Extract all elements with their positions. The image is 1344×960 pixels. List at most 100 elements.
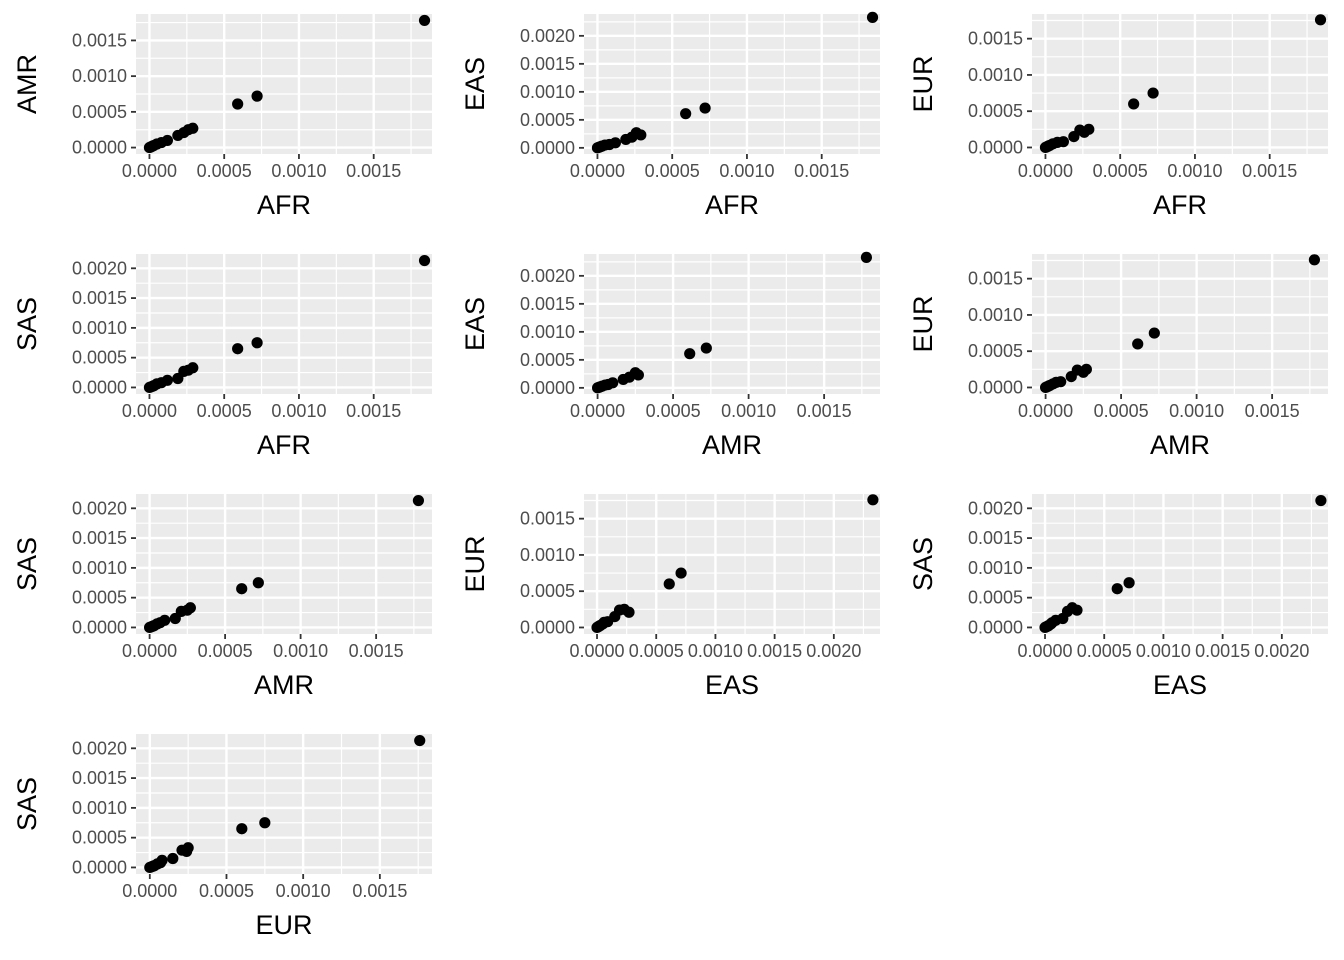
x-tick-label: 0.0005 [629,641,684,661]
y-tick-label: 0.0015 [72,30,127,50]
data-point [167,852,179,865]
x-tick-label: 0.0015 [1195,641,1250,661]
y-tick-label: 0.0010 [72,66,127,86]
x-axis-title: AFR [257,190,311,220]
y-tick-label: 0.0005 [72,102,127,122]
data-point [1066,602,1078,614]
data-point [251,337,263,349]
x-tick-label: 0.0010 [1167,161,1222,181]
y-tick-label: 0.0000 [520,138,575,158]
y-tick-label: 0.0000 [968,137,1023,157]
data-point [1147,87,1159,99]
y-tick-label: 0.0015 [72,528,127,548]
data-point [236,583,248,595]
y-axis-title: SAS [12,297,42,351]
scatter-panel: 0.0000 0.0005 0.0010 0.0015 0.00200.00000.00… [908,494,1328,700]
x-tick-label: 0.0000 [1017,641,1072,661]
y-tick-label: 0.0015 [72,288,127,308]
x-axis-title: AFR [705,190,759,220]
data-point [635,129,647,141]
data-point [1080,363,1092,375]
y-axis-title: EAS [460,297,490,351]
data-point [232,98,244,110]
y-tick-label: 0.0015 [968,29,1023,49]
x-tick-label: 0.0015 [747,641,802,661]
data-point [700,342,712,354]
x-tick-label: 0.0010 [271,161,326,181]
x-axis-title: AMR [1150,430,1210,460]
y-tick-label: 0.0000 [520,378,575,398]
data-point [161,374,173,386]
y-tick-label: 0.0010 [72,558,127,578]
x-axis-title: EAS [705,670,759,700]
y-tick-label: 0.0005 [520,581,575,601]
data-point [159,614,171,626]
y-tick-label: 0.0005 [968,588,1023,608]
data-point [618,603,630,615]
x-tick-label: 0.0000 [122,401,177,421]
y-tick-label: 0.0000 [72,138,127,158]
y-tick-label: 0.0005 [968,341,1023,361]
x-axis-title: AFR [1153,190,1207,220]
y-tick-label: 0.0005 [72,348,127,368]
data-point [663,578,675,590]
data-point [252,577,264,589]
y-tick-label: 0.0000 [968,377,1023,397]
y-tick-label: 0.0020 [72,738,127,758]
y-tick-label: 0.0015 [968,528,1023,548]
x-tick-label: 0.0015 [346,401,401,421]
data-point [1315,494,1327,507]
data-point [1308,254,1321,266]
data-point [1314,14,1327,26]
x-tick-label: 0.0010 [1169,401,1224,421]
x-tick-label: 0.0005 [1077,641,1132,661]
x-tick-label: 0.0015 [1245,401,1300,421]
x-tick-label: 0.0020 [806,641,861,661]
y-tick-label: 0.0000 [520,617,575,637]
scatter-panel: 0.0000 0.0005 0.0010 0.0015 0.00200.00000.00… [460,494,880,700]
y-axis-title: SAS [908,537,938,591]
y-axis-title: EUR [908,55,938,112]
y-tick-label: 0.0005 [520,110,575,130]
data-point [1148,327,1160,339]
x-tick-label: 0.0005 [646,401,701,421]
y-axis-title: EUR [908,295,938,352]
y-tick-label: 0.0010 [968,305,1023,325]
scatter-panel: 0.0000 0.0005 0.0010 0.0015 0.0000 0.0005 0.00… [908,254,1328,460]
data-point [675,567,687,579]
data-point [1083,123,1095,135]
x-tick-label: 0.0000 [569,641,624,661]
x-tick-label: 0.0000 [570,161,625,181]
x-axis-title: EAS [1153,670,1207,700]
data-point [866,11,879,23]
data-point [607,377,619,389]
y-tick-label: 0.0000 [72,617,127,637]
x-tick-label: 0.0010 [721,401,776,421]
x-tick-label: 0.0015 [349,641,404,661]
y-tick-label: 0.0010 [968,65,1023,85]
data-point [187,122,199,134]
x-tick-label: 0.0010 [1136,641,1191,661]
data-point [632,369,644,381]
y-axis-title: AMR [12,54,42,114]
y-tick-label: 0.0000 [72,857,127,877]
data-point [1111,583,1123,595]
data-point [1123,577,1135,589]
x-tick-label: 0.0010 [276,881,331,901]
x-tick-label: 0.0015 [346,161,401,181]
data-point [418,14,431,27]
scatter-panel: 0.0000 0.0005 0.0010 0.0015 0.0000 0.0005 0.00… [12,254,432,460]
y-tick-label: 0.0010 [72,318,127,338]
y-tick-label: 0.0020 [520,266,575,286]
y-axis-title: SAS [12,537,42,591]
y-tick-label: 0.0010 [968,558,1023,578]
y-tick-label: 0.0010 [520,545,575,565]
y-tick-label: 0.0015 [520,509,575,529]
y-axis-title: EAS [460,57,490,111]
x-tick-label: 0.0000 [122,161,177,181]
y-tick-label: 0.0005 [520,350,575,370]
scatter-panel: 0.0000 0.0005 0.0010 0.0015 0.0000 0.0005 0.00… [460,11,880,220]
x-tick-label: 0.0020 [1254,641,1309,661]
x-tick-label: 0.0005 [197,401,252,421]
data-point [684,348,696,360]
